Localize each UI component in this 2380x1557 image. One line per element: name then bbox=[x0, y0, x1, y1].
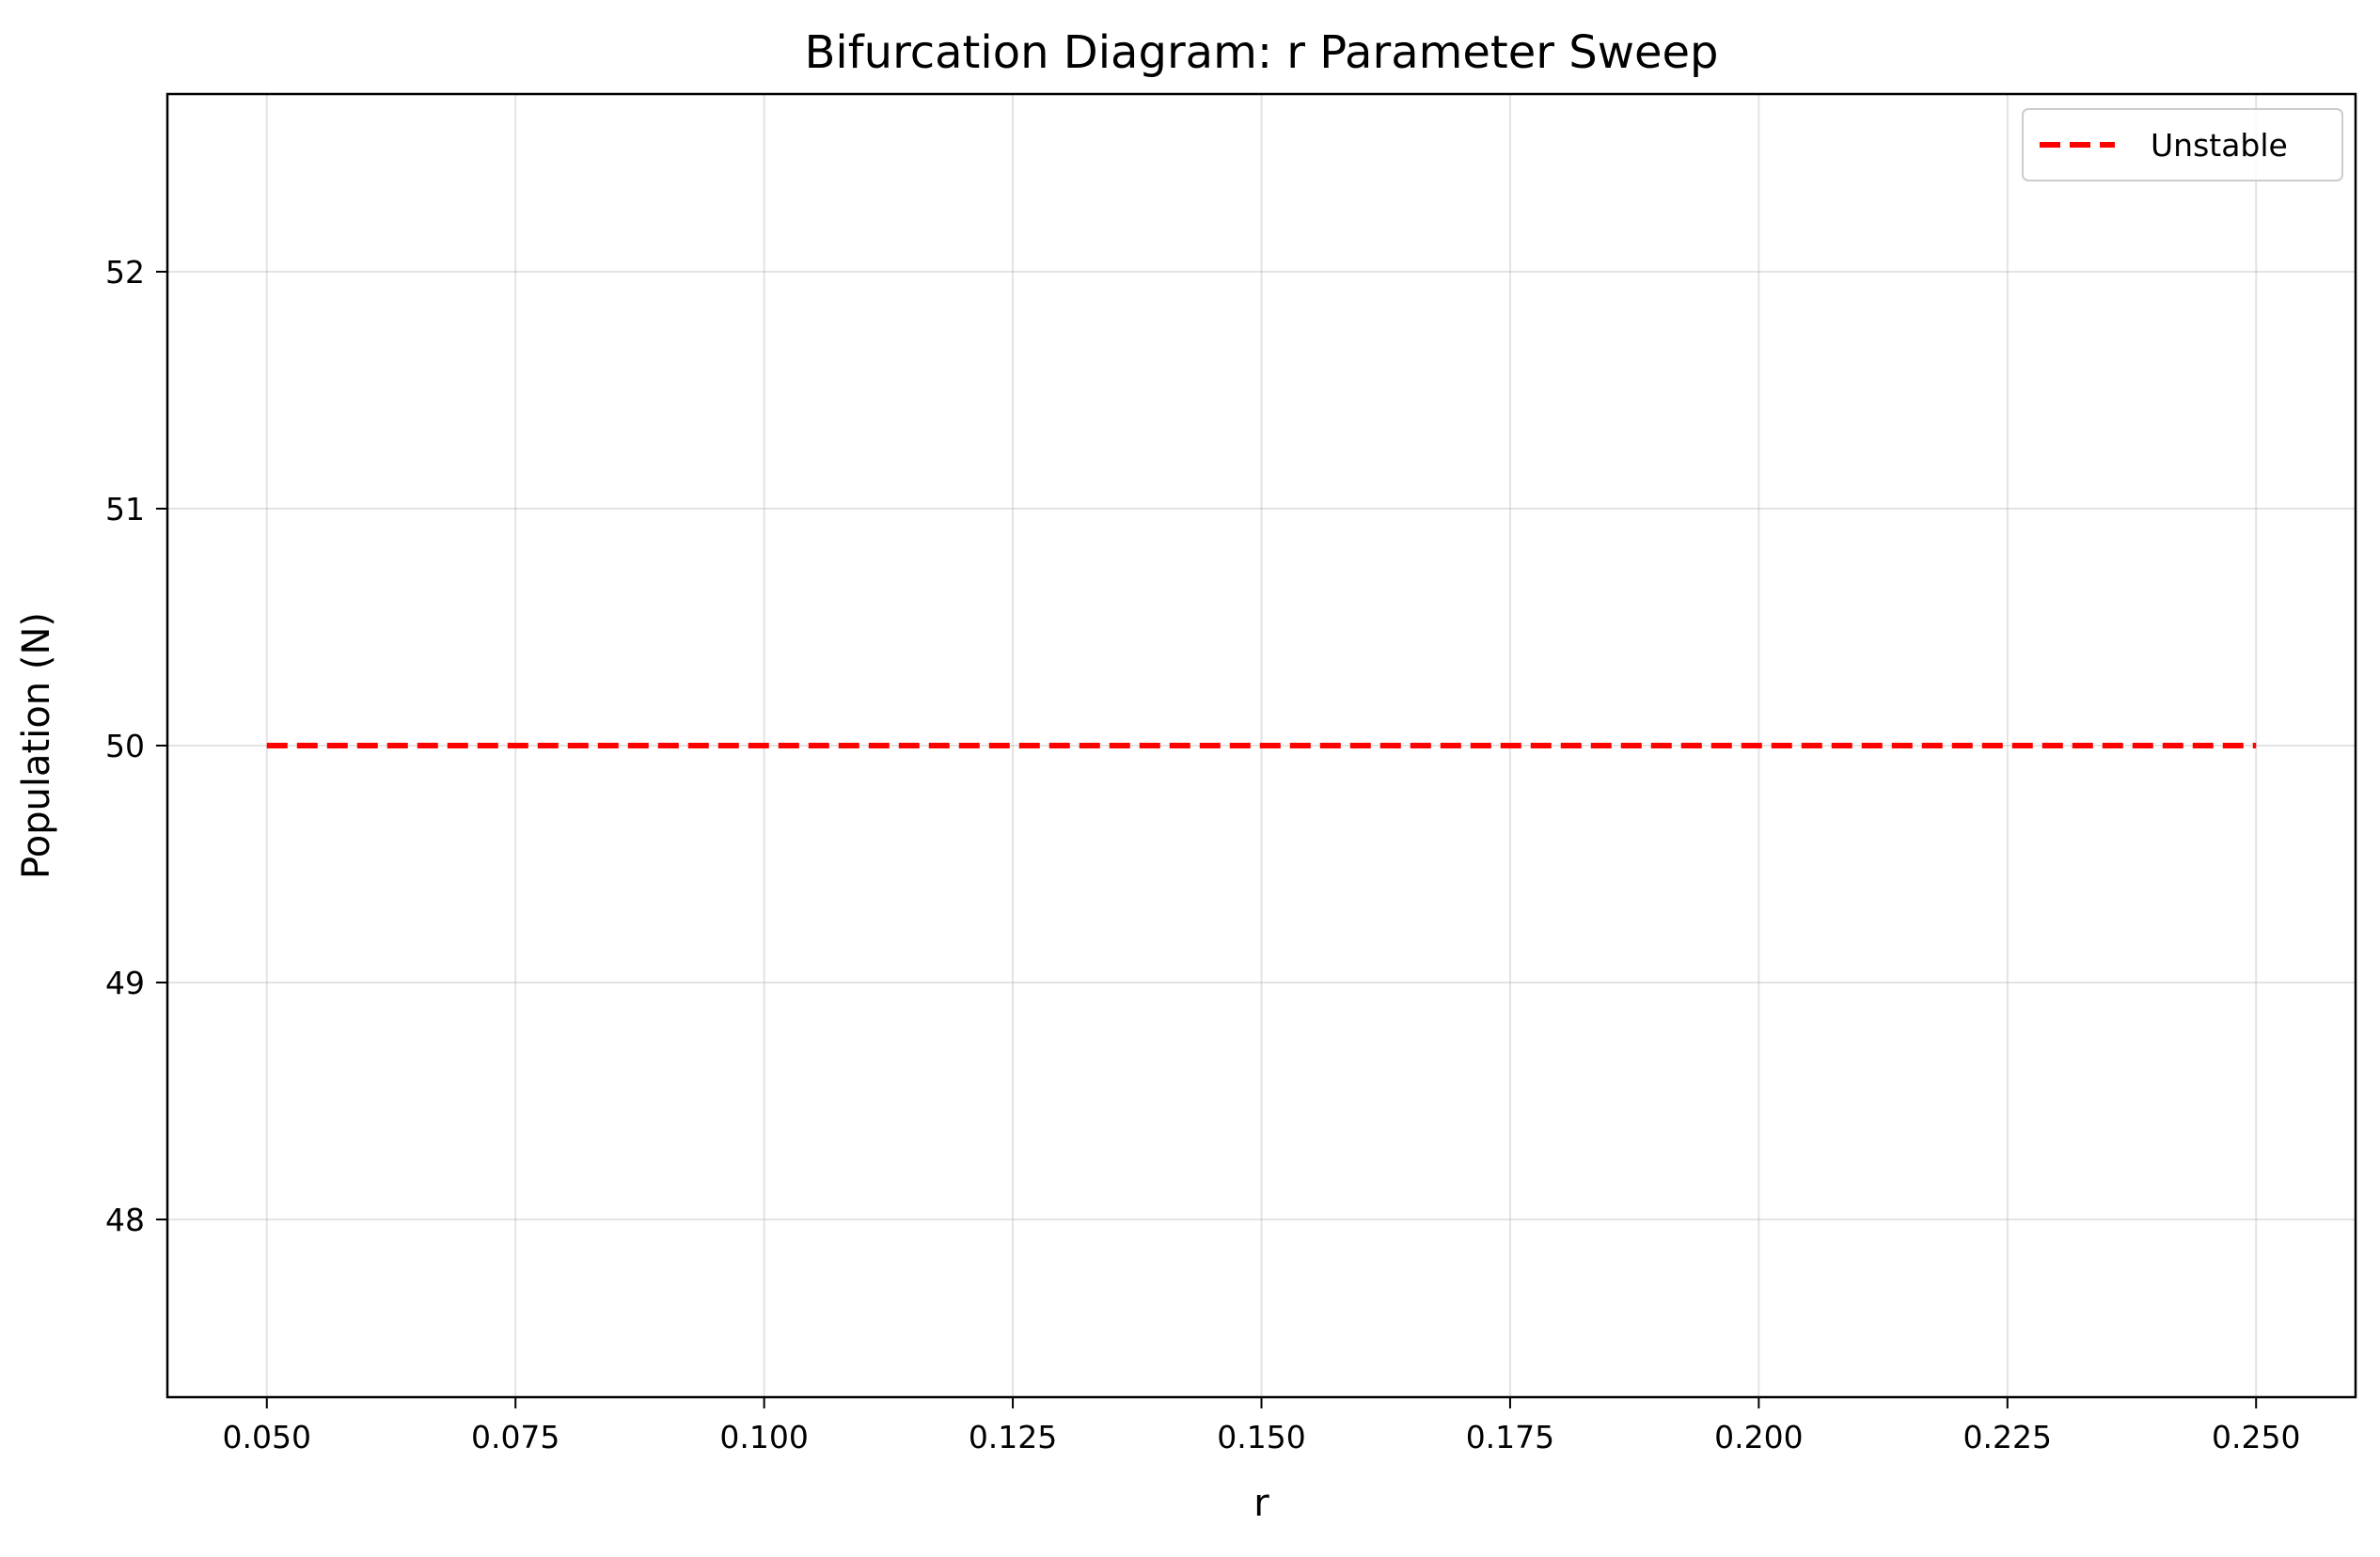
y-tick-label: 52 bbox=[105, 254, 145, 291]
legend-box bbox=[2022, 108, 2343, 181]
x-tick-label: 0.050 bbox=[223, 1419, 311, 1455]
x-tick-label: 0.075 bbox=[471, 1419, 560, 1455]
y-tick-label: 48 bbox=[105, 1202, 145, 1238]
x-tick-label: 0.125 bbox=[969, 1419, 1057, 1455]
x-tick-label: 0.175 bbox=[1466, 1419, 1554, 1455]
x-tick-label: 0.200 bbox=[1714, 1419, 1803, 1455]
y-tick-label: 51 bbox=[105, 491, 145, 527]
y-tick-label: 49 bbox=[105, 965, 145, 1001]
x-axis-label: r bbox=[1253, 1482, 1269, 1525]
ticks-layer: 0.050 0.075 0.100 0.125 0.150 0.175 0.200 0.225… bbox=[105, 254, 2300, 1455]
x-tick-label: 0.250 bbox=[2212, 1419, 2300, 1455]
y-tick-label: 50 bbox=[105, 728, 145, 764]
x-tick-label: 0.150 bbox=[1217, 1419, 1305, 1455]
chart-title: Bifurcation Diagram: r Parameter Sweep bbox=[804, 26, 1718, 79]
y-axis-label: Population (N) bbox=[15, 612, 58, 879]
legend: Unstable bbox=[2022, 108, 2343, 181]
x-tick-label: 0.100 bbox=[719, 1419, 808, 1455]
x-tick-label: 0.225 bbox=[1963, 1419, 2052, 1455]
legend-label-unstable: Unstable bbox=[2151, 127, 2288, 164]
